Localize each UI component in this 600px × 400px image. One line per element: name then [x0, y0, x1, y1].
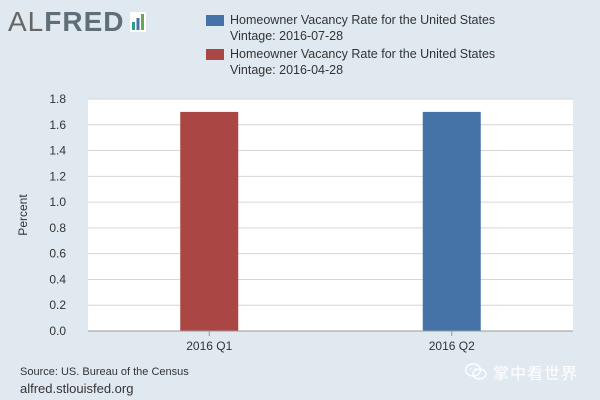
y-tick-label: 1.4 — [49, 144, 66, 158]
legend-vintage: Vintage: 2016-04-28 — [230, 63, 344, 77]
fred-url-link[interactable]: alfred.stlouisfed.org — [20, 381, 134, 396]
legend-vintage: Vintage: 2016-07-28 — [230, 29, 344, 43]
y-tick-label: 1.2 — [49, 169, 66, 183]
wechat-icon — [464, 363, 487, 380]
legend-swatch-red — [206, 49, 224, 60]
bar-2016-q2 — [422, 111, 481, 331]
y-tick-label: 0.8 — [49, 221, 66, 235]
legend-item-vintage-2016-07-28[interactable]: Homeowner Vacancy Rate for the United St… — [206, 12, 495, 44]
y-axis-label: Percent — [16, 194, 30, 236]
y-tick-label: 1.6 — [49, 118, 66, 132]
legend-swatch-blue — [206, 15, 224, 26]
y-tick-label: 0.6 — [49, 247, 66, 261]
legend-series-name: Homeowner Vacancy Rate for the United St… — [230, 47, 496, 61]
legend-series-name: Homeowner Vacancy Rate for the United St… — [230, 13, 496, 27]
alfred-logo: AL FRED — [8, 4, 147, 38]
plot-area — [88, 99, 573, 331]
y-tick-label: 0.2 — [49, 298, 66, 312]
y-tick-label: 1.8 — [49, 92, 66, 106]
legend-label: Homeowner Vacancy Rate for the United St… — [230, 12, 495, 44]
x-tick-label: 2016 Q2 — [429, 339, 475, 353]
logo-text-al: AL — [8, 6, 45, 37]
watermark: 掌中看世界 — [464, 360, 578, 384]
legend-item-vintage-2016-04-28[interactable]: Homeowner Vacancy Rate for the United St… — [206, 46, 495, 78]
y-tick-label: 0.0 — [49, 324, 66, 338]
bar-2016-q1 — [180, 111, 239, 331]
y-tick-label: 1.0 — [49, 195, 66, 209]
x-tick-label: 2016 Q1 — [186, 339, 232, 353]
watermark-text: 掌中看世界 — [492, 366, 578, 383]
source-note: Source: US. Bureau of the Census — [20, 366, 189, 378]
bar-chart-logo-icon — [130, 12, 147, 32]
y-tick-label: 0.4 — [49, 272, 66, 286]
legend-label: Homeowner Vacancy Rate for the United St… — [230, 46, 495, 78]
logo-text-fred: FRED — [44, 6, 125, 37]
